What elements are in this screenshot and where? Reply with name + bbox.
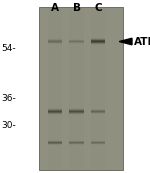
Bar	[48, 142, 62, 143]
Bar	[91, 40, 105, 41]
Bar	[48, 143, 62, 144]
Bar	[48, 110, 62, 111]
Bar	[69, 39, 84, 40]
Bar	[69, 112, 84, 113]
Bar	[91, 112, 105, 113]
Bar	[69, 42, 84, 43]
Text: 36-: 36-	[2, 94, 16, 103]
Bar	[91, 110, 105, 111]
Bar	[48, 42, 62, 43]
Bar	[91, 7, 105, 170]
Polygon shape	[119, 38, 132, 45]
Text: 54-: 54-	[2, 44, 16, 53]
Bar	[91, 109, 105, 110]
Bar	[91, 113, 105, 114]
Bar	[48, 108, 62, 109]
Bar	[69, 111, 84, 112]
Bar	[48, 39, 62, 40]
Bar	[69, 114, 84, 115]
Text: C: C	[94, 3, 102, 13]
Bar	[48, 141, 62, 142]
Bar	[69, 41, 84, 42]
Text: B: B	[72, 3, 81, 13]
Bar	[91, 39, 105, 40]
Bar	[39, 7, 123, 170]
Bar	[48, 7, 62, 170]
Bar	[69, 113, 84, 114]
Bar	[48, 41, 62, 42]
Bar	[48, 40, 62, 41]
Bar	[48, 109, 62, 110]
Bar	[69, 108, 84, 109]
Bar	[69, 109, 84, 110]
Bar	[91, 44, 105, 45]
Text: ATR: ATR	[134, 37, 150, 47]
Bar	[48, 43, 62, 44]
Bar	[48, 38, 62, 39]
Bar	[48, 112, 62, 113]
Bar	[91, 38, 105, 39]
Bar	[48, 140, 62, 141]
Bar	[48, 111, 62, 112]
Bar	[48, 144, 62, 145]
Bar	[69, 7, 84, 170]
Bar	[69, 43, 84, 44]
Bar	[91, 43, 105, 44]
Text: A: A	[51, 3, 59, 13]
Bar	[48, 113, 62, 114]
Text: 30-: 30-	[2, 121, 16, 130]
Bar	[69, 110, 84, 111]
Bar	[48, 114, 62, 115]
Bar	[91, 41, 105, 42]
Bar	[69, 40, 84, 41]
Bar	[91, 111, 105, 112]
Bar	[91, 42, 105, 43]
